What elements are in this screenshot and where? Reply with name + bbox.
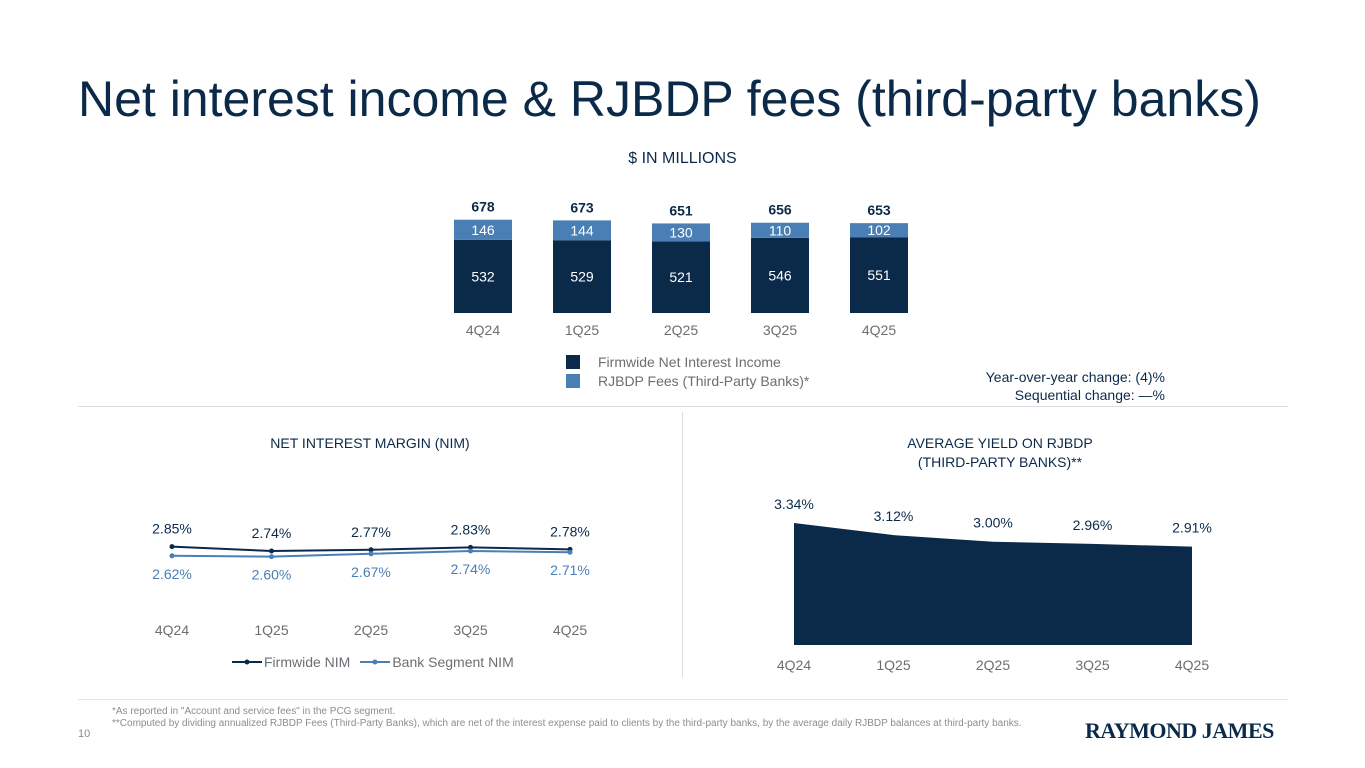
line-marker-icon <box>232 659 262 665</box>
data-label: 2.91% <box>1172 520 1212 536</box>
bar-value-label-nii: 532 <box>471 268 495 284</box>
footer-divider <box>78 699 1288 700</box>
yield-area-chart: 3.34% 3.12% 3.00% 2.96% 2.91% 4Q24 1Q25 2Q25 3Q2… <box>774 496 1212 673</box>
footnote-2: **Computed by dividing annualized RJBDP … <box>112 718 1022 729</box>
legend-label: Bank Segment NIM <box>392 654 514 670</box>
data-point <box>169 553 175 559</box>
bar-value-label-fees: 110 <box>769 222 792 238</box>
x-tick-label: 1Q25 <box>565 322 599 338</box>
data-label: 2.71% <box>550 562 590 578</box>
bar-rjbdp-fees <box>454 219 512 240</box>
data-label: 2.67% <box>351 564 391 580</box>
x-tick-label: 4Q25 <box>553 622 587 638</box>
nim-line-chart: 2.85% 2.74% 2.77% 2.83% 2.78% 2.62% 2.60% 2.67%… <box>152 521 590 638</box>
nim-legend: Firmwide NIM Bank Segment NIM <box>232 654 524 670</box>
legend-item-firmwide-nii: Firmwide Net Interest Income <box>566 352 809 371</box>
data-point <box>368 551 374 557</box>
x-tick-label: 4Q25 <box>862 322 896 338</box>
x-tick-label: 2Q25 <box>354 622 388 638</box>
x-tick-label: 3Q25 <box>1075 657 1109 673</box>
data-label: 2.62% <box>152 566 192 582</box>
sequential-change: Sequential change: —% <box>1014 387 1165 403</box>
data-label: 2.74% <box>451 561 491 577</box>
bar-total-label: 656 <box>768 202 792 218</box>
bar-firmwide-nii <box>652 241 710 313</box>
bar-firmwide-nii <box>751 237 809 313</box>
legend-label: Firmwide Net Interest Income <box>598 353 781 370</box>
bar-total-label: 673 <box>570 199 594 215</box>
vertical-divider <box>682 412 683 677</box>
bar-rjbdp-fees <box>553 220 611 241</box>
company-logo: RAYMOND JAMES <box>1085 718 1274 743</box>
data-label: 2.96% <box>1073 517 1113 533</box>
footnotes: *As reported in "Account and service fee… <box>112 706 1052 730</box>
data-label: 3.34% <box>774 496 814 512</box>
legend-label: RJBDP Fees (Third-Party Banks)* <box>598 372 810 389</box>
data-label: 2.74% <box>252 525 292 541</box>
x-tick-label: 1Q25 <box>254 622 288 638</box>
footnote-1: *As reported in "Account and service fee… <box>112 706 396 717</box>
bar-rjbdp-fees <box>652 223 710 242</box>
legend-item-rjbdp-fees: RJBDP Fees (Third-Party Banks)* <box>566 371 809 390</box>
data-point <box>468 544 473 550</box>
bar-rjbdp-fees <box>850 223 908 238</box>
data-label: 2.78% <box>550 523 590 539</box>
yoy-change: Year-over-year change: (4)% <box>985 369 1165 385</box>
bar-firmwide-nii <box>850 237 908 313</box>
legend-item-firmwide-nim: Firmwide NIM <box>232 654 350 670</box>
data-label: 3.12% <box>874 508 914 524</box>
nim-chart-title: NET INTEREST MARGIN (NIM) <box>270 435 470 451</box>
bar-chart-legend: Firmwide Net Interest Income RJBDP Fees … <box>566 352 809 390</box>
bar-rjbdp-fees <box>751 222 809 238</box>
bar-value-label-fees: 146 <box>471 222 495 238</box>
bar-value-label-fees: 130 <box>669 224 693 240</box>
bar-total-label: 651 <box>669 202 693 218</box>
data-label: 2.60% <box>252 567 292 583</box>
data-label: 2.85% <box>152 521 192 537</box>
x-tick-label: 1Q25 <box>876 657 910 673</box>
bar-total-label: 678 <box>471 199 495 215</box>
yield-area <box>794 523 1192 645</box>
data-point <box>269 554 274 560</box>
bar-value-label-nii: 551 <box>867 267 891 283</box>
x-tick-label: 3Q25 <box>453 622 487 638</box>
x-tick-label: 4Q25 <box>1175 657 1209 673</box>
units-label: $ IN MILLIONS <box>628 150 737 167</box>
stacked-bar-chart: 532 146 678 4Q24 529 144 673 1Q25 521 130 651 2Q25 5… <box>454 199 908 338</box>
data-label: 2.77% <box>351 524 391 540</box>
bar-firmwide-nii <box>553 240 611 313</box>
data-label: 3.00% <box>973 515 1013 531</box>
legend-swatch-dark <box>566 354 580 369</box>
horizontal-divider <box>78 406 1288 407</box>
data-point <box>169 544 175 550</box>
bar-value-label-nii: 521 <box>669 269 693 285</box>
bar-value-label-fees: 102 <box>867 222 891 238</box>
page-title: Net interest income & RJBDP fees (third-… <box>78 71 1261 127</box>
bar-firmwide-nii <box>454 239 512 313</box>
data-label: 2.83% <box>451 521 491 537</box>
change-summary: Year-over-year change: (4)% Sequential c… <box>986 368 1165 404</box>
yield-chart-title: AVERAGE YIELD ON RJBDP (THIRD-PARTY BANK… <box>907 435 1093 470</box>
legend-item-bank-nim: Bank Segment NIM <box>360 654 514 670</box>
page-number: 10 <box>78 728 91 740</box>
legend-swatch-blue <box>566 373 580 388</box>
data-point <box>567 549 573 555</box>
x-tick-label: 4Q24 <box>466 322 500 338</box>
data-point <box>368 547 374 553</box>
x-tick-label: 4Q24 <box>155 622 189 638</box>
bar-value-label-fees: 144 <box>570 222 594 238</box>
bar-value-label-nii: 529 <box>570 269 594 285</box>
bar-total-label: 653 <box>867 202 891 218</box>
data-point <box>269 548 274 554</box>
data-point <box>468 548 473 554</box>
x-tick-label: 4Q24 <box>777 657 811 673</box>
x-tick-label: 2Q25 <box>664 322 698 338</box>
x-tick-label: 3Q25 <box>763 322 797 338</box>
legend-label: Firmwide NIM <box>264 654 351 670</box>
x-tick-label: 2Q25 <box>976 657 1010 673</box>
line-marker-icon <box>360 659 391 665</box>
bar-value-label-nii: 546 <box>768 267 792 283</box>
